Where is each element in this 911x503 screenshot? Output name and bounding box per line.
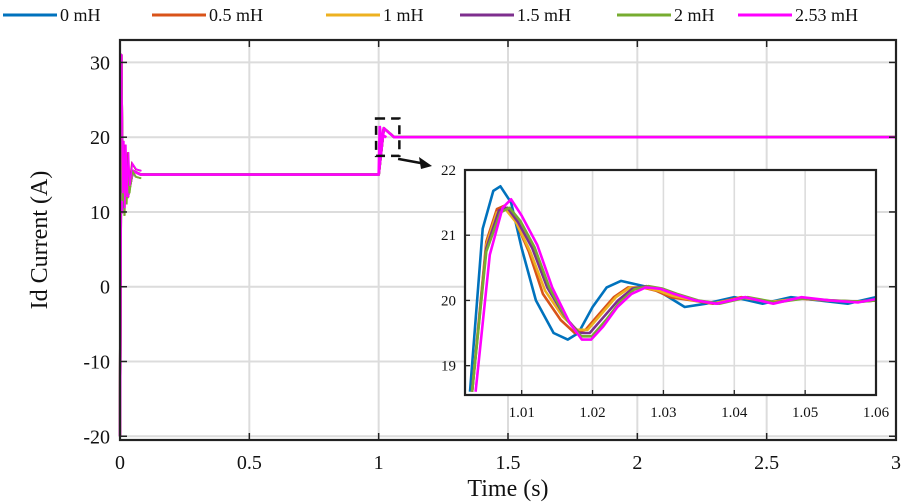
x-tick-label-0: 0 [115,452,125,474]
main-series-lines [118,53,896,437]
legend-item-1-5-mH: 1.5 mH [460,5,571,25]
legend: 0 mH 0.5 mH 1 mH 1.5 mH 2 mH 2.53 mH [3,5,858,25]
legend-item-2-mH: 2 mH [617,5,715,25]
legend-label: 2 mH [674,5,715,25]
y-tick-label-2: 0 [100,277,110,299]
initial-transient-burst [120,62,142,216]
inset-background [465,170,876,395]
step-spike-at-1s [377,125,388,175]
inset-x-tick-label-2: 1.03 [650,405,676,421]
legend-item-1-mH: 1 mH [326,5,424,25]
legend-label: 1 mH [383,5,424,25]
legend-label: 0.5 mH [209,5,263,25]
inset-y-tick-label-1: 20 [441,293,456,309]
legend-label: 2.53 mH [795,5,858,25]
x-tick-label-4: 2 [632,452,642,474]
inset-x-tick-label-4: 1.05 [792,405,818,421]
legend-item-0-mH: 0 mH [3,5,101,25]
main-axis-ticks: 0 0.5 1 1.5 2 2.5 3 -20 -10 0 10 20 30 [83,40,901,474]
x-tick-label-5: 2.5 [754,452,779,474]
x-tick-label-2: 1 [374,452,384,474]
zoom-indicator [374,117,432,169]
inset-y-tick-label-0: 19 [441,359,456,375]
y-tick-label-5: 30 [90,52,110,74]
inset-x-tick-label-1: 1.02 [579,405,605,421]
inset-plot: 1.01 1.02 1.03 1.04 1.05 1.06 19 20 21 22 [441,163,890,421]
transient-2-53-mH [120,62,142,209]
inset-x-tick-label-5: 1.06 [863,405,890,421]
legend-item-2-53-mH: 2.53 mH [738,5,858,25]
inset-y-tick-label-3: 22 [441,163,456,179]
legend-label: 1.5 mH [517,5,571,25]
legend-label: 0 mH [60,5,101,25]
x-tick-label-6: 3 [891,452,901,474]
x-tick-label-1: 0.5 [237,452,262,474]
inset-y-tick-label-2: 21 [441,228,456,244]
x-tick-label-3: 1.5 [496,452,521,474]
inset-x-tick-label-3: 1.04 [721,405,748,421]
y-tick-label-4: 20 [90,127,110,149]
y-tick-label-0: -20 [83,426,110,448]
inset-x-tick-label-0: 1.01 [509,405,535,421]
legend-item-0-5-mH: 0.5 mH [152,5,263,25]
y-tick-label-1: -10 [83,351,110,373]
y-tick-label-3: 10 [90,202,110,224]
inset-line-2-53-mH [474,198,877,392]
zoom-arrow-head [419,157,432,169]
inset-frame [463,168,878,397]
x-axis-label: Time (s) [467,476,548,502]
y-axis-label: Id Current (A) [27,171,53,310]
